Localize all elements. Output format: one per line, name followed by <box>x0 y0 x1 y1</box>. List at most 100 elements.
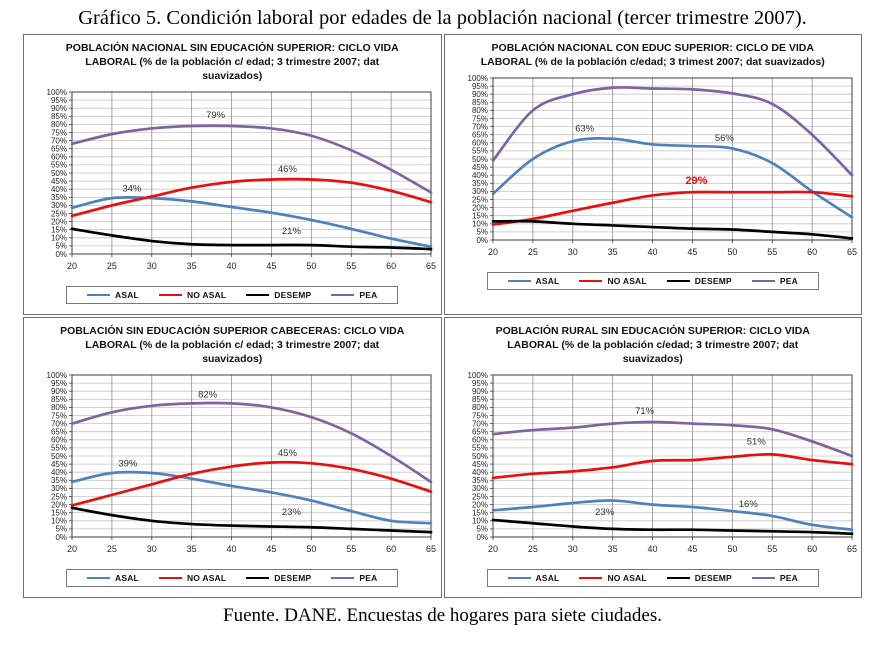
y-axis-label: 15% <box>472 211 488 220</box>
legend-item-asal: ASAL <box>87 573 139 583</box>
legend-item-desemp: DESEMP <box>666 276 732 286</box>
series-line-pea <box>70 401 433 483</box>
series-line-desemp <box>491 219 854 240</box>
legend-item-no-asal: NO ASAL <box>158 289 227 300</box>
series-line-pea <box>491 420 854 457</box>
legend-label: NO ASAL <box>607 572 647 583</box>
y-axis-label: 5% <box>476 524 488 533</box>
y-axis-label: 20% <box>472 203 488 212</box>
legend-line-icon <box>331 576 355 579</box>
chart-plot: 0%5%10%15%20%25%30%35%40%45%50%55%60%65%… <box>467 370 856 554</box>
y-axis-label: 35% <box>51 476 67 485</box>
chart-legend: ASAL NO ASAL DESEMP PEA <box>486 271 819 290</box>
legend-item-asal: ASAL <box>507 275 560 286</box>
legend-line-icon <box>246 293 270 296</box>
y-axis-label: 60% <box>472 138 488 147</box>
y-axis-label: 80% <box>51 403 67 412</box>
panel-cabeceras-sin-educ-superior: POBLACIÓN SIN EDUCACIÓN SUPERIOR CABECER… <box>23 317 442 598</box>
x-axis-label: 65 <box>426 544 436 554</box>
y-axis-label: 55% <box>472 146 488 155</box>
y-axis-label: 25% <box>51 209 67 218</box>
legend-label: PEA <box>779 275 798 286</box>
legend-line-icon <box>246 576 270 579</box>
x-axis-label: 40 <box>227 261 237 271</box>
y-axis-label: 0% <box>56 532 68 541</box>
chart-legend: ASAL NO ASAL DESEMP PEA <box>66 285 399 304</box>
x-axis-label: 35 <box>187 544 197 554</box>
legend-line-icon <box>158 293 182 296</box>
x-axis-label: 20 <box>488 544 498 554</box>
chart-plot: 0%5%10%15%20%25%30%35%40%45%50%55%60%65%… <box>47 370 436 554</box>
data-label: 21% <box>282 225 302 236</box>
y-axis-label: 75% <box>472 114 488 123</box>
y-axis-label: 70% <box>472 419 488 428</box>
series-line-asal <box>70 195 433 248</box>
y-axis-label: 25% <box>472 195 488 204</box>
y-axis-label: 30% <box>51 201 67 210</box>
chart-legend: ASAL NO ASAL DESEMP PEA <box>486 568 819 587</box>
chart-legend: ASAL NO ASAL DESEMP PEA <box>66 568 399 587</box>
legend-item-asal: ASAL <box>507 573 560 583</box>
panel-title: POBLACIÓN NACIONAL SIN EDUCACIÓN SUPERIO… <box>65 42 399 82</box>
x-axis-label: 55 <box>346 261 356 271</box>
x-axis-label: 20 <box>488 247 498 257</box>
y-axis-label: 90% <box>472 90 488 99</box>
series-line-desemp <box>70 227 433 251</box>
y-axis-label: 25% <box>472 492 488 501</box>
y-axis-label: 100% <box>467 74 487 83</box>
y-axis-label: 100% <box>47 370 67 379</box>
y-axis-label: 80% <box>51 120 67 129</box>
y-axis-label: 50% <box>51 451 67 460</box>
y-axis-label: 25% <box>51 492 67 501</box>
x-axis-label: 60 <box>386 544 396 554</box>
chart-canvas: 0% 5% 10% 15% 20% 25% 30% 35% 40% 45% 50% 55% 60% 65%… <box>447 370 859 568</box>
series-line-no-asal <box>70 177 433 217</box>
series-line-pea <box>70 123 433 194</box>
y-axis-label: 75% <box>51 411 67 420</box>
y-axis-label: 10% <box>51 516 67 525</box>
data-label: 51% <box>747 436 767 447</box>
legend-label: ASAL <box>535 275 560 286</box>
y-axis-label: 20% <box>472 500 488 509</box>
y-axis-label: 95% <box>472 82 488 91</box>
data-label: 82% <box>198 389 218 400</box>
x-axis-label: 60 <box>807 247 817 257</box>
legend-item-pea: PEA <box>751 275 798 286</box>
y-axis-label: 75% <box>472 411 488 420</box>
x-axis-label: 45 <box>267 261 277 271</box>
y-axis-label: 60% <box>472 435 488 444</box>
legend-label: PEA <box>779 572 798 583</box>
y-axis-label: 95% <box>51 95 67 104</box>
x-axis-label: 20 <box>67 261 77 271</box>
y-axis-label: 95% <box>472 378 488 387</box>
legend-line-icon <box>87 576 110 579</box>
y-axis-label: 45% <box>472 163 488 172</box>
legend-label: NO ASAL <box>186 289 227 300</box>
series-line-desemp <box>70 506 433 534</box>
x-axis-label: 65 <box>426 261 436 271</box>
x-axis-label: 45 <box>267 544 277 554</box>
data-label: 63% <box>575 123 595 134</box>
y-axis-label: 30% <box>51 484 67 493</box>
y-axis-label: 5% <box>56 524 68 533</box>
y-axis-label: 0% <box>476 532 488 541</box>
y-axis-label: 55% <box>472 443 488 452</box>
legend-item-no-asal: NO ASAL <box>579 276 647 286</box>
legend-label: NO ASAL <box>186 572 227 583</box>
y-axis-label: 80% <box>472 403 488 412</box>
x-axis-label: 50 <box>727 247 737 257</box>
legend-line-icon <box>87 293 110 296</box>
y-axis-label: 70% <box>472 122 488 131</box>
legend-label: PEA <box>359 289 378 300</box>
y-axis-label: 45% <box>472 459 488 468</box>
y-axis-label: 15% <box>51 508 67 517</box>
y-axis-label: 65% <box>51 427 67 436</box>
y-axis-label: 5% <box>476 227 488 236</box>
y-axis-label: 10% <box>472 219 488 228</box>
series-line-asal <box>491 136 854 219</box>
legend-label: PEA <box>359 572 378 583</box>
x-axis-label: 55 <box>767 247 777 257</box>
legend-line-icon <box>507 279 531 282</box>
y-axis-label: 95% <box>51 378 67 387</box>
x-axis-label: 40 <box>647 544 657 554</box>
